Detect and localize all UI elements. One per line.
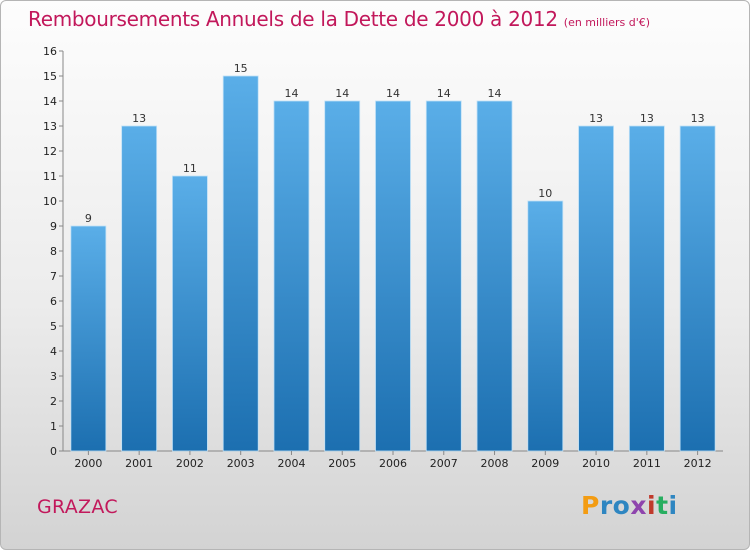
bar-value-label: 13	[691, 112, 705, 125]
y-tick-label: 14	[43, 95, 57, 108]
x-tick-label: 2009	[531, 457, 559, 470]
bar-value-label: 15	[234, 62, 248, 75]
x-tick-label: 2012	[684, 457, 712, 470]
commune-name: GRAZAC	[37, 496, 118, 518]
bar	[628, 125, 665, 452]
bar	[172, 175, 208, 452]
x-tick-label: 2010	[582, 457, 610, 470]
x-tick-label: 2004	[277, 457, 305, 470]
bar	[679, 125, 716, 452]
x-tick-label: 2005	[328, 457, 356, 470]
bar	[324, 100, 361, 452]
y-tick-label: 1	[50, 420, 57, 433]
bar-value-label: 13	[589, 112, 603, 125]
bar-value-label: 13	[132, 112, 146, 125]
y-tick-label: 6	[50, 295, 57, 308]
y-tick-label: 7	[50, 270, 57, 283]
bar	[375, 100, 411, 452]
chart-title-text: Remboursements Annuels de la Dette de 20…	[28, 7, 558, 31]
y-tick-label: 0	[50, 445, 57, 458]
logo-letter: i	[647, 491, 657, 520]
bar-value-label: 11	[183, 162, 197, 175]
bar	[70, 225, 107, 452]
y-tick-label: 13	[43, 120, 57, 133]
bar	[121, 125, 158, 452]
x-tick-label: 2000	[74, 457, 102, 470]
bar-value-label: 9	[85, 212, 92, 225]
y-tick-label: 16	[43, 45, 57, 58]
x-tick-label: 2008	[481, 457, 509, 470]
bar	[222, 75, 259, 452]
x-tick-label: 2006	[379, 457, 407, 470]
bar-value-label: 13	[640, 112, 654, 125]
x-tick-label: 2001	[125, 457, 153, 470]
y-tick-label: 11	[43, 170, 57, 183]
bar-value-label: 14	[437, 87, 451, 100]
y-tick-label: 12	[43, 145, 57, 158]
logo-letter: o	[612, 491, 631, 520]
x-tick-label: 2007	[430, 457, 458, 470]
y-tick-label: 4	[50, 345, 57, 358]
bar-value-label: 14	[386, 87, 400, 100]
bar-value-label: 14	[488, 87, 502, 100]
bar	[476, 100, 513, 452]
y-tick-label: 3	[50, 370, 57, 383]
bar	[578, 125, 614, 452]
bar	[273, 100, 310, 452]
x-tick-label: 2003	[227, 457, 255, 470]
bar	[425, 100, 462, 452]
logo-letter: i	[668, 491, 678, 520]
logo-letter: t	[656, 491, 669, 520]
chart-title: Remboursements Annuels de la Dette de 20…	[28, 7, 650, 31]
bar-value-label: 14	[335, 87, 349, 100]
y-tick-label: 5	[50, 320, 57, 333]
y-tick-label: 9	[50, 220, 57, 233]
y-tick-label: 10	[43, 195, 57, 208]
bar-value-label: 10	[538, 187, 552, 200]
bar-value-label: 14	[284, 87, 298, 100]
logo-letter: r	[599, 491, 613, 520]
logo-letter: P	[581, 491, 600, 520]
y-tick-label: 2	[50, 395, 57, 408]
bar	[527, 200, 564, 452]
x-tick-label: 2011	[633, 457, 661, 470]
chart-subtitle: (en milliers d'€)	[563, 16, 651, 29]
y-tick-label: 15	[43, 70, 57, 83]
x-tick-label: 2002	[176, 457, 204, 470]
proxiti-logo: Proxiti	[581, 491, 678, 520]
y-tick-label: 8	[50, 245, 57, 258]
logo-letter: x	[630, 491, 647, 520]
